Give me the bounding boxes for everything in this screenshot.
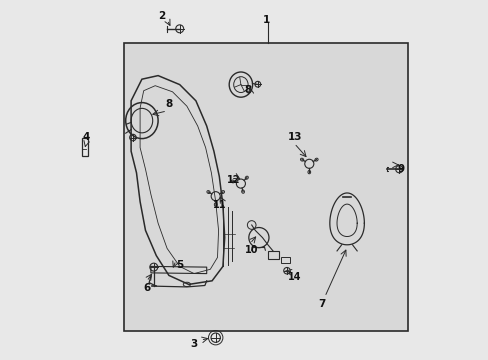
Text: 4: 4 xyxy=(82,132,90,142)
Bar xyxy=(81,138,88,156)
Bar xyxy=(123,43,407,331)
Text: 14: 14 xyxy=(287,272,301,282)
Text: 13: 13 xyxy=(287,132,302,142)
Text: 12: 12 xyxy=(226,175,240,185)
Bar xyxy=(280,257,289,263)
Text: 9: 9 xyxy=(397,164,404,174)
Text: 10: 10 xyxy=(244,245,258,255)
Text: 3: 3 xyxy=(190,339,197,349)
Bar xyxy=(267,251,278,259)
Text: 11: 11 xyxy=(212,200,225,210)
Text: 6: 6 xyxy=(142,283,150,293)
Text: 8: 8 xyxy=(244,85,251,95)
Text: 5: 5 xyxy=(176,260,183,270)
Text: 1: 1 xyxy=(262,15,269,25)
Text: 2: 2 xyxy=(158,11,165,21)
Text: 8: 8 xyxy=(165,99,172,109)
Text: 7: 7 xyxy=(318,299,325,309)
